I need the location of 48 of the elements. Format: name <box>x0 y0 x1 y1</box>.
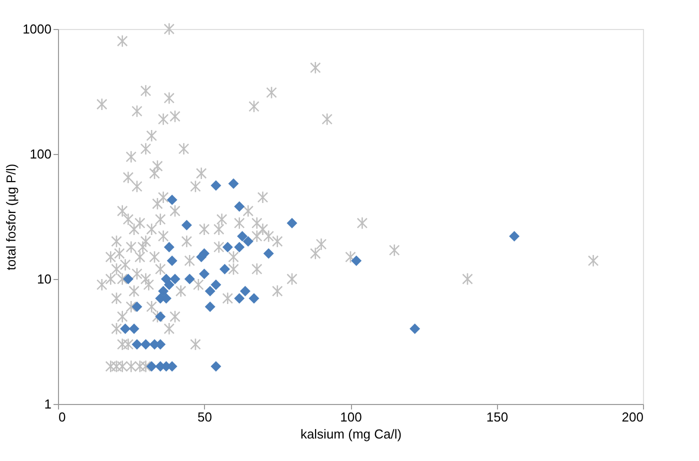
point <box>181 220 192 230</box>
point <box>166 255 178 266</box>
point <box>219 264 230 274</box>
point <box>199 268 210 280</box>
point <box>122 274 134 284</box>
point <box>228 178 239 189</box>
point <box>240 286 250 296</box>
point <box>170 274 180 284</box>
x-tick-label: 100 <box>340 410 362 424</box>
point <box>234 201 245 212</box>
x-tick-label: 150 <box>486 410 508 424</box>
point <box>166 194 178 206</box>
point <box>222 242 233 252</box>
y-tick-label: 1 <box>44 396 52 412</box>
x-tick-label: 50 <box>198 410 212 424</box>
y-tick-label: 10 <box>37 272 52 286</box>
point <box>184 274 195 284</box>
point <box>263 248 274 259</box>
point <box>164 279 174 290</box>
point <box>146 361 157 372</box>
point <box>286 218 298 228</box>
x-tick-label: 200 <box>622 410 644 424</box>
point <box>210 361 222 372</box>
y-axis-title: total fosfor (µg P/l) <box>4 164 19 270</box>
point <box>237 230 248 242</box>
y-tick-label: 1000 <box>22 22 52 36</box>
point <box>158 286 169 296</box>
point <box>410 324 420 334</box>
point <box>140 339 151 350</box>
point <box>242 236 254 247</box>
point <box>248 293 260 304</box>
point <box>509 230 520 242</box>
point <box>210 180 222 191</box>
x-axis-title: kalsium (mg Ca/l) <box>300 426 402 442</box>
point <box>351 255 362 266</box>
point <box>164 242 174 252</box>
point <box>234 293 245 304</box>
point <box>128 324 140 334</box>
point <box>132 301 142 312</box>
x-tick-label: 0 <box>58 410 66 424</box>
point <box>210 279 222 290</box>
y-tick-label: 100 <box>30 146 52 162</box>
point <box>132 339 142 350</box>
point <box>204 301 216 312</box>
point <box>155 311 166 322</box>
point <box>234 242 245 252</box>
point <box>120 324 131 334</box>
point <box>204 286 216 296</box>
